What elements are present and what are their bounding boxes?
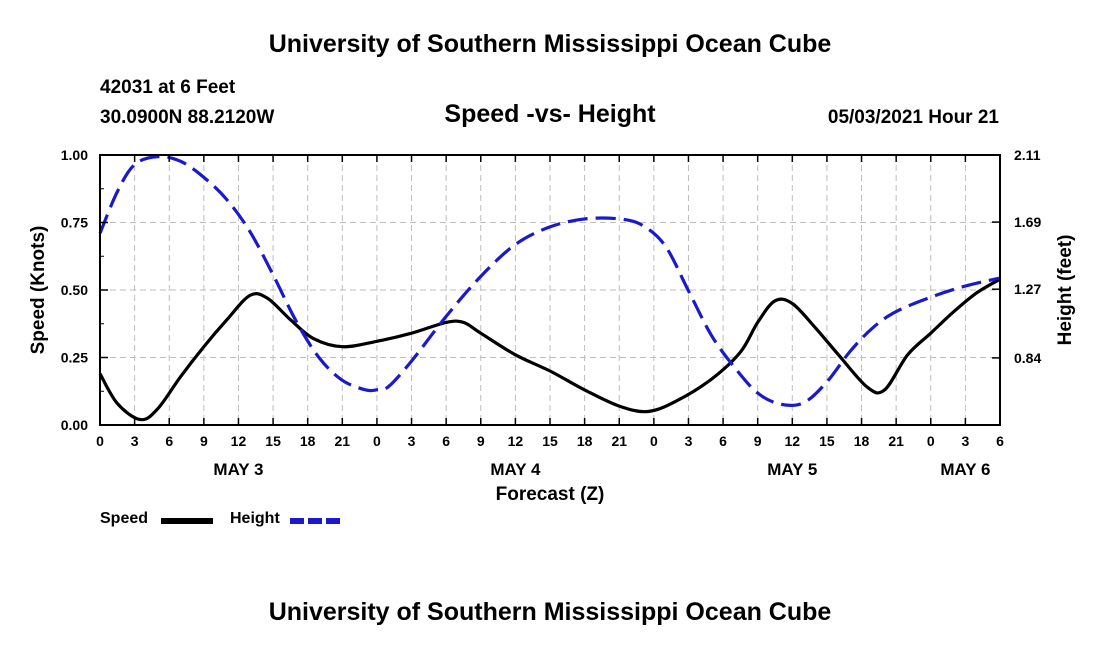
y-axis-label: Speed (Knots) bbox=[28, 226, 49, 355]
date-label: MAY 3 bbox=[213, 460, 263, 479]
page-title: University of Southern Mississippi Ocean… bbox=[268, 30, 832, 58]
x-tick-label: 18 bbox=[300, 433, 316, 449]
station-label: 42031 at 6 Feet bbox=[100, 77, 236, 98]
y2-tick-label: 1.69 bbox=[1014, 214, 1041, 230]
forecast-run-time: 05/03/2021 Hour 21 bbox=[827, 107, 999, 128]
x-tick-label: 15 bbox=[542, 433, 558, 449]
y-tick-label: 1.00 bbox=[61, 147, 88, 163]
date-label: MAY 5 bbox=[767, 460, 817, 479]
chart-title: Speed -vs- Height bbox=[444, 100, 656, 128]
x-axis-label: Forecast (Z) bbox=[496, 484, 605, 505]
x-tick-label: 0 bbox=[650, 433, 658, 449]
footer-title: University of Southern Mississippi Ocean… bbox=[268, 598, 832, 626]
x-tick-label: 3 bbox=[685, 433, 693, 449]
x-tick-label: 15 bbox=[819, 433, 835, 449]
x-tick-label: 21 bbox=[335, 433, 351, 449]
legend-height-swatch bbox=[290, 518, 342, 524]
y2-tick-label: 2.11 bbox=[1014, 147, 1041, 163]
x-tick-label: 18 bbox=[854, 433, 870, 449]
height-series-line bbox=[98, 154, 1001, 408]
date-label: MAY 4 bbox=[490, 460, 541, 479]
x-tick-label: 9 bbox=[754, 433, 762, 449]
series-layer bbox=[98, 154, 1001, 422]
x-tick-label: 15 bbox=[265, 433, 281, 449]
x-tick-label: 0 bbox=[927, 433, 935, 449]
x-tick-label: 3 bbox=[408, 433, 416, 449]
y2-axis-label: Height (feet) bbox=[1055, 235, 1076, 346]
y-tick-label: 0.50 bbox=[61, 282, 88, 298]
x-tick-label: 9 bbox=[477, 433, 485, 449]
y-tick-label: 0.25 bbox=[61, 350, 88, 366]
x-tick-label: 0 bbox=[373, 433, 381, 449]
legend-height-label: Height bbox=[230, 510, 280, 527]
x-tick-label: 6 bbox=[996, 433, 1004, 449]
speed-series-line bbox=[98, 277, 1001, 422]
x-tick-label: 21 bbox=[611, 433, 627, 449]
x-tick-label: 12 bbox=[508, 433, 524, 449]
x-tick-label: 6 bbox=[165, 433, 173, 449]
date-label: MAY 6 bbox=[940, 460, 990, 479]
legend-speed-label: Speed bbox=[100, 510, 149, 527]
x-tick-label: 18 bbox=[577, 433, 593, 449]
axis-ticks: 0 3 6 9 12 15 18 21 0 3 6 9 12 15 18 21 0 3 6 9 12 15 18 21 0 3 6 0… bbox=[61, 147, 1042, 479]
x-tick-label: 3 bbox=[131, 433, 139, 449]
x-tick-label: 12 bbox=[231, 433, 247, 449]
y2-tick-label: 1.27 bbox=[1014, 281, 1041, 297]
legend-speed-swatch bbox=[161, 518, 213, 524]
x-tick-label: 6 bbox=[719, 433, 727, 449]
x-tick-label: 9 bbox=[200, 433, 208, 449]
x-tick-label: 12 bbox=[785, 433, 801, 449]
speed-height-chart: 0 3 6 9 12 15 18 21 0 3 6 9 12 15 18 21 0 3 6 9 12 15 18 21 0 3 6 0… bbox=[28, 147, 1076, 505]
x-tick-label: 21 bbox=[888, 433, 904, 449]
station-coordinates: 30.0900N 88.2120W bbox=[100, 107, 275, 128]
grid-lines bbox=[100, 155, 1000, 425]
x-tick-label: 3 bbox=[961, 433, 969, 449]
y-tick-label: 0.00 bbox=[61, 417, 88, 433]
y-tick-label: 0.75 bbox=[61, 215, 88, 231]
x-tick-label: 6 bbox=[442, 433, 450, 449]
x-tick-label: 0 bbox=[96, 433, 104, 449]
y2-tick-label: 0.84 bbox=[1014, 350, 1041, 366]
